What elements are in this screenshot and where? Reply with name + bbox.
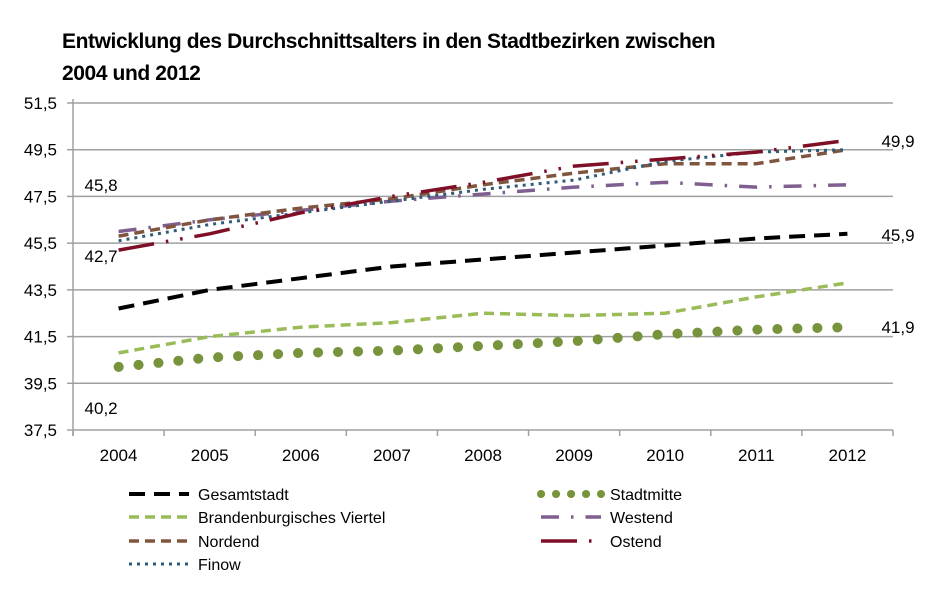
series-line-ostend <box>118 138 848 252</box>
x-tick-label: 2012 <box>829 446 867 465</box>
legend-item: Finow <box>129 557 241 574</box>
legend: Gesamtstadt Stadtmitte Brandenburgisches V… <box>129 487 682 574</box>
series-line-gesamtstadt <box>118 231 848 311</box>
y-tick-label: 43,5 <box>24 281 57 300</box>
legend-label: Finow <box>198 557 241 574</box>
legend-item: Gesamtstadt <box>129 487 289 504</box>
legend-label: Stadtmitte <box>610 487 682 504</box>
data-label: 45,8 <box>85 176 118 195</box>
data-labels: 45,8 42,7 40,2 49,9 45,9 41,9 <box>85 132 915 418</box>
legend-item: Nordend <box>129 534 259 551</box>
series-lines <box>113 138 853 372</box>
chart-title-line-1: Entwicklung des Durchschnittsalters in d… <box>62 30 716 53</box>
data-label: 40,2 <box>85 399 118 418</box>
x-tick-label: 2008 <box>464 446 502 465</box>
data-label: 49,9 <box>881 132 914 151</box>
legend-item: Ostend <box>541 534 662 551</box>
series-line-brandenburgisches-viertel <box>118 281 848 355</box>
series-line-stadtmitte <box>113 322 853 372</box>
y-tick-label: 49,5 <box>24 141 57 160</box>
series-line-nordend <box>118 147 848 238</box>
x-tick-label: 2006 <box>282 446 320 465</box>
legend-label: Gesamtstadt <box>198 487 289 504</box>
data-label: 45,9 <box>881 226 914 245</box>
series-line-finow <box>118 148 848 243</box>
legend-item: Stadtmitte <box>537 487 682 504</box>
x-tick-label: 2005 <box>191 446 229 465</box>
chart-title: Entwicklung des Durchschnittsalters in d… <box>62 26 822 90</box>
x-tick-label: 2004 <box>100 446 138 465</box>
x-tick-label: 2010 <box>646 446 684 465</box>
y-axis-ticks: 37,5 39,5 41,5 43,5 45,5 47,5 49,5 51,5 <box>24 94 57 440</box>
legend-label: Brandenburgisches Viertel <box>198 510 385 527</box>
x-tick-label: 2009 <box>555 446 593 465</box>
legend-item: Westend <box>541 510 673 527</box>
x-tick-label: 2007 <box>373 446 411 465</box>
x-tick-label: 2011 <box>738 446 775 465</box>
legend-label: Nordend <box>198 534 259 551</box>
data-label: 42,7 <box>85 247 118 266</box>
y-tick-label: 37,5 <box>24 421 57 440</box>
y-tick-label: 39,5 <box>24 374 57 393</box>
axes <box>67 99 894 436</box>
y-tick-label: 41,5 <box>24 328 57 347</box>
y-tick-label: 45,5 <box>24 234 57 253</box>
series-line-westend <box>118 180 848 234</box>
legend-label: Westend <box>610 510 673 527</box>
y-tick-label: 47,5 <box>24 187 57 206</box>
legend-item: Brandenburgisches Viertel <box>129 510 385 527</box>
y-tick-label: 51,5 <box>24 94 57 113</box>
x-axis-ticks: 2004 2005 2006 2007 2008 2009 2010 2011 2012 <box>100 446 867 465</box>
gridlines <box>73 102 893 385</box>
data-label: 41,9 <box>881 318 914 337</box>
legend-label: Ostend <box>610 534 662 551</box>
chart-title-line-2: 2004 und 2012 <box>62 62 201 85</box>
